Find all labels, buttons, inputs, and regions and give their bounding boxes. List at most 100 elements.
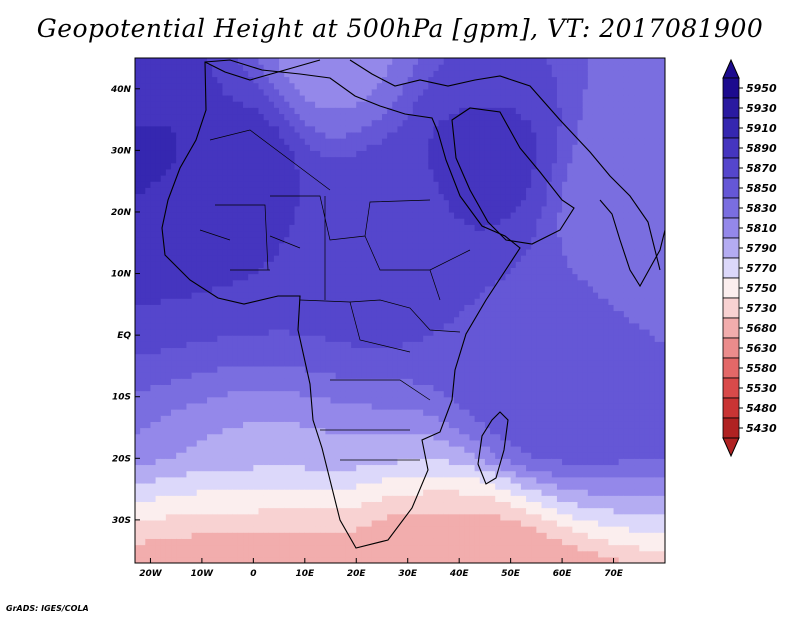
- field-cell: [443, 335, 450, 342]
- field-cell: [397, 378, 404, 385]
- field-cell: [150, 353, 157, 361]
- field-cell: [299, 507, 306, 515]
- field-cell: [207, 70, 213, 78]
- field-cell: [402, 82, 409, 90]
- field-cell: [428, 335, 435, 342]
- field-cell: [284, 445, 290, 453]
- field-cell: [381, 131, 388, 139]
- field-cell: [351, 310, 357, 318]
- field-cell: [407, 58, 414, 65]
- field-cell: [284, 421, 290, 429]
- field-cell: [428, 341, 435, 349]
- field-cell: [237, 193, 244, 201]
- field-cell: [423, 538, 429, 546]
- field-cell: [330, 101, 337, 108]
- field-cell: [356, 125, 363, 133]
- field-cell: [412, 464, 419, 472]
- field-cell: [340, 236, 347, 244]
- field-cell: [284, 88, 290, 96]
- field-cell: [351, 513, 357, 521]
- field-cell: [160, 421, 167, 429]
- field-cell: [268, 439, 275, 447]
- field-cell: [361, 261, 368, 268]
- field-cell: [135, 101, 141, 108]
- field-cell: [140, 187, 146, 195]
- field-cell: [325, 421, 332, 429]
- field-cell: [253, 458, 260, 466]
- field-cell: [227, 88, 234, 96]
- field-cell: [181, 372, 188, 379]
- field-cell: [325, 273, 332, 281]
- field-cell: [330, 421, 337, 429]
- field-cell: [294, 415, 301, 422]
- field-cell: [145, 519, 152, 527]
- field-cell: [361, 322, 368, 330]
- field-cell: [376, 285, 383, 293]
- field-cell: [181, 415, 188, 422]
- field-cell: [356, 304, 363, 312]
- field-cell: [181, 236, 188, 244]
- field-cell: [150, 538, 157, 546]
- field-cell: [176, 335, 182, 342]
- field-cell: [325, 427, 332, 435]
- field-cell: [140, 445, 146, 453]
- field-cell: [171, 70, 177, 78]
- field-cell: [155, 273, 162, 281]
- field-cell: [402, 532, 409, 539]
- field-cell: [371, 507, 378, 515]
- field-cell: [268, 464, 275, 472]
- field-cell: [160, 359, 167, 367]
- field-cell: [433, 390, 440, 398]
- field-cell: [351, 433, 357, 441]
- field-cell: [165, 298, 172, 305]
- field-cell: [150, 409, 157, 416]
- field-cell: [294, 452, 301, 459]
- field-cell: [356, 482, 363, 490]
- field-cell: [171, 353, 177, 361]
- field-cell: [304, 150, 311, 158]
- field-cell: [243, 310, 249, 318]
- field-cell: [176, 452, 182, 459]
- field-cell: [392, 230, 399, 238]
- field-cell: [371, 236, 378, 244]
- field-cell: [381, 119, 388, 127]
- field-cell: [366, 353, 373, 361]
- field-cell: [289, 458, 296, 466]
- field-cell: [418, 470, 424, 478]
- field-cell: [140, 76, 146, 84]
- field-cell: [412, 365, 419, 373]
- field-cell: [248, 550, 254, 558]
- field-cell: [289, 372, 296, 379]
- field-cell: [397, 255, 404, 262]
- field-cell: [191, 193, 198, 201]
- field-cell: [376, 88, 383, 96]
- field-cell: [356, 279, 363, 287]
- field-cell: [433, 532, 440, 539]
- field-cell: [160, 507, 167, 515]
- field-cell: [412, 168, 419, 176]
- field-cell: [186, 248, 193, 256]
- field-cell: [150, 427, 157, 435]
- field-cell: [392, 285, 399, 293]
- field-cell: [397, 445, 404, 453]
- field-cell: [176, 279, 182, 287]
- field-cell: [196, 550, 203, 558]
- field-cell: [212, 544, 218, 552]
- field-cell: [207, 113, 213, 121]
- field-cell: [248, 181, 254, 188]
- field-cell: [299, 439, 306, 447]
- field-cell: [186, 88, 193, 96]
- field-cell: [371, 168, 378, 176]
- field-cell: [438, 495, 445, 503]
- field-cell: [253, 138, 260, 145]
- field-cell: [330, 316, 337, 324]
- field-cell: [145, 495, 152, 503]
- field-cell: [248, 328, 254, 336]
- field-cell: [361, 279, 368, 287]
- field-cell: [325, 489, 332, 496]
- field-cell: [135, 224, 141, 232]
- field-cell: [356, 556, 363, 563]
- field-cell: [212, 144, 218, 151]
- field-cell: [361, 526, 368, 533]
- field-cell: [279, 365, 285, 373]
